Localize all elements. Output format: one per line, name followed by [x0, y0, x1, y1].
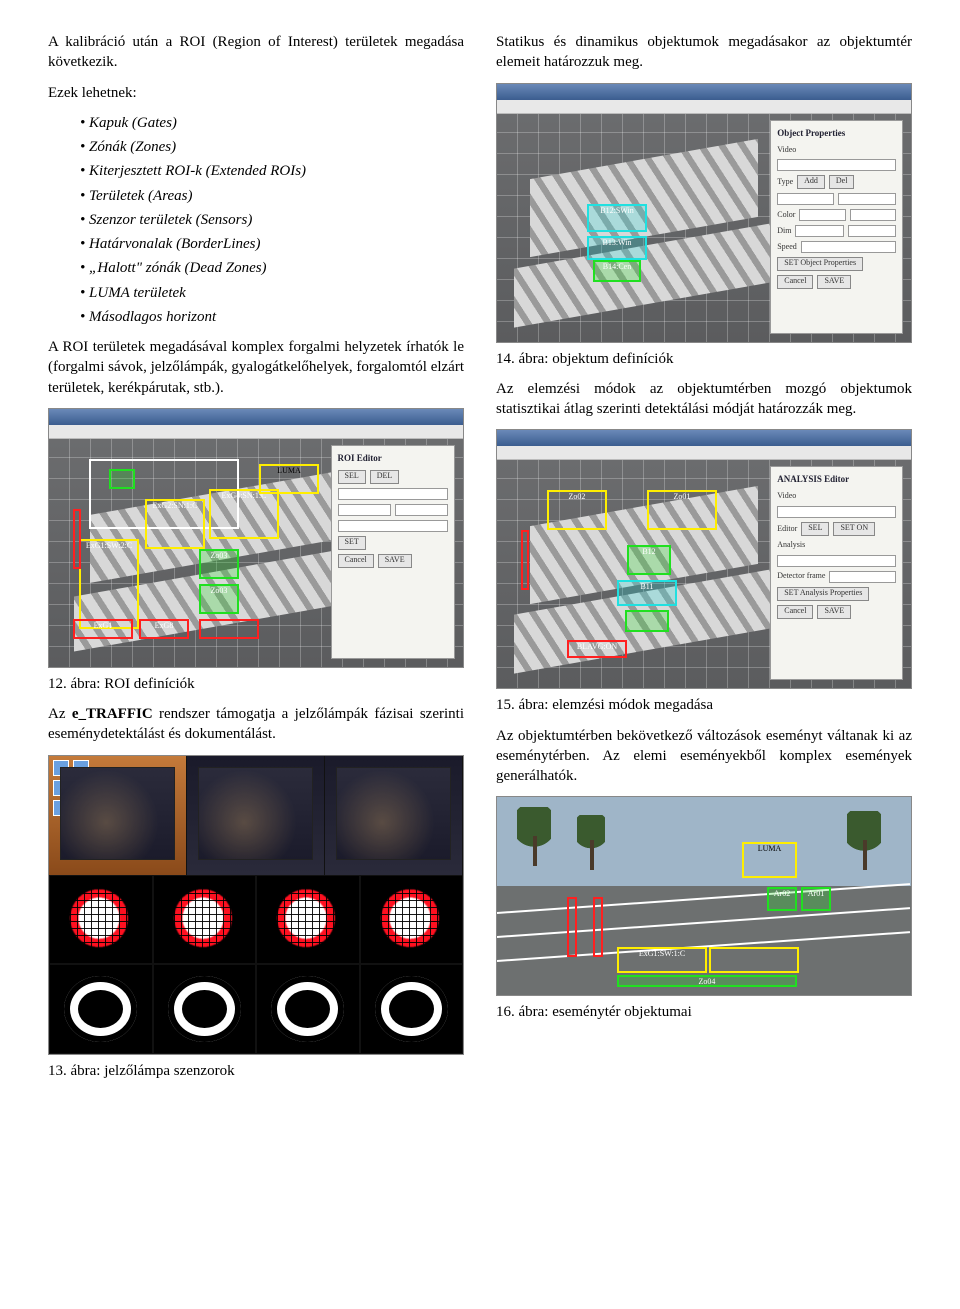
left-column: A kalibráció után a ROI (Region of Inter… — [48, 32, 464, 1091]
bullet-item: Szenzor területek (Sensors) — [80, 210, 464, 230]
bullet-item: Kiterjesztett ROI-k (Extended ROIs) — [80, 161, 464, 181]
roi-bullet-list: Kapuk (Gates) Zónák (Zones) Kiterjesztet… — [48, 113, 464, 327]
figure-15: ANALYSIS Editor Video EditorSELSET ON An… — [496, 429, 912, 689]
para-roi-intro: A kalibráció után a ROI (Region of Inter… — [48, 32, 464, 73]
panel-title: ROI Editor — [338, 452, 382, 464]
figure-14-caption: 14. ábra: objektum definíciók — [496, 349, 912, 369]
bullet-item: „Halott" zónák (Dead Zones) — [80, 258, 464, 278]
figure-16: LUMA Ar02 Ar01 ExG1:SW:1:C Zo04 — [496, 796, 912, 996]
figure-16-caption: 16. ábra: eseménytér objektumai — [496, 1002, 912, 1022]
bullet-item: Határvonalak (BorderLines) — [80, 234, 464, 254]
bullet-item: Területek (Areas) — [80, 186, 464, 206]
para-ezek: Ezek lehetnek: — [48, 83, 464, 103]
para-events: Az objektumtérben bekövetkező változások… — [496, 726, 912, 787]
figure-12: ROI Editor SELDEL SET CancelSAVE ExG1:SW… — [48, 408, 464, 668]
right-column: Statikus és dinamikus objektumok megadás… — [496, 32, 912, 1033]
panel-title: Object Properties — [777, 127, 845, 139]
para-analysis-modes: Az elemzési módok az objektumtérben mozg… — [496, 379, 912, 420]
figure-13 — [48, 755, 464, 1055]
figure-14: Object Properties Video TypeAddDel Color… — [496, 83, 912, 343]
bullet-item: Kapuk (Gates) — [80, 113, 464, 133]
bullet-item: Zónák (Zones) — [80, 137, 464, 157]
bullet-item: Másodlagos horizont — [80, 307, 464, 327]
figure-12-caption: 12. ábra: ROI definíciók — [48, 674, 464, 694]
para-static-dynamic: Statikus és dinamikus objektumok megadás… — [496, 32, 912, 73]
panel-title: ANALYSIS Editor — [777, 473, 849, 485]
figure-15-caption: 15. ábra: elemzési módok megadása — [496, 695, 912, 715]
bullet-item: LUMA területek — [80, 283, 464, 303]
para-roi-desc: A ROI területek megadásával komplex forg… — [48, 337, 464, 398]
figure-13-caption: 13. ábra: jelzőlámpa szenzorok — [48, 1061, 464, 1081]
para-etraffic: Az e_TRAFFIC rendszer támogatja a jelzől… — [48, 704, 464, 745]
